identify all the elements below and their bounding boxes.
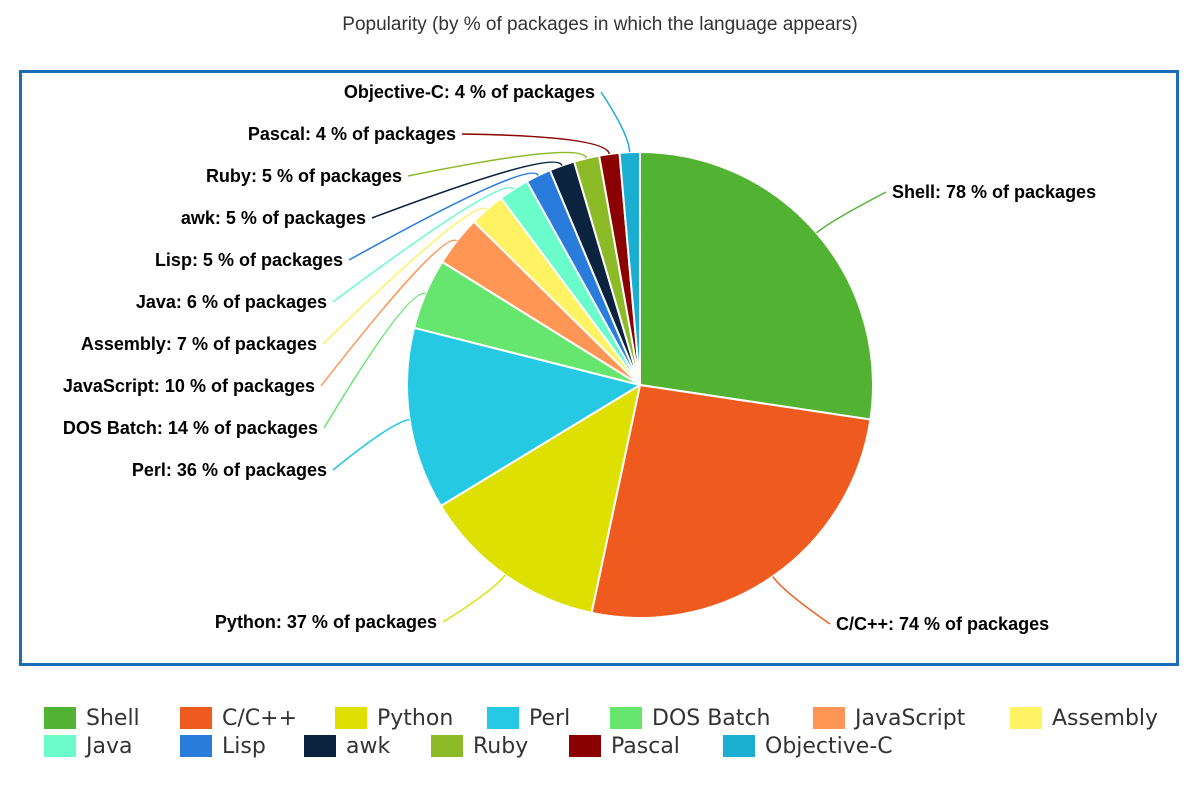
legend-item[interactable]: Perl: [487, 704, 570, 732]
legend-item[interactable]: Objective-C: [723, 732, 893, 760]
legend-swatch: [44, 707, 76, 729]
legend-swatch: [813, 707, 845, 729]
legend-swatch: [1010, 707, 1042, 729]
data-label: JavaScript: 10 % of packages: [63, 376, 315, 396]
legend-item[interactable]: C/C++: [180, 704, 297, 732]
legend-swatch: [180, 707, 212, 729]
legend-swatch: [431, 735, 463, 757]
legend-item[interactable]: DOS Batch: [610, 704, 770, 732]
legend-item[interactable]: awk: [304, 732, 390, 760]
connector-line: [442, 574, 506, 623]
legend-label: Pascal: [611, 733, 680, 759]
data-label: Perl: 36 % of packages: [132, 460, 327, 480]
legend-swatch: [723, 735, 755, 757]
data-label: Objective-C: 4 % of packages: [344, 82, 595, 102]
legend-item[interactable]: Ruby: [431, 732, 528, 760]
legend-item[interactable]: Python: [335, 704, 453, 732]
legend-swatch: [569, 735, 601, 757]
data-label: Java: 6 % of packages: [136, 292, 327, 312]
connector-line: [320, 239, 458, 387]
connector-line: [407, 151, 588, 177]
legend-label: Shell: [86, 705, 140, 731]
connector-line: [371, 161, 563, 219]
legend-swatch: [44, 735, 76, 757]
data-label: Lisp: 5 % of packages: [155, 250, 343, 270]
data-label: Pascal: 4 % of packages: [248, 124, 456, 144]
data-label: Python: 37 % of packages: [215, 612, 437, 632]
legend-label: Perl: [529, 705, 571, 731]
pie-slice-shell: [639, 150, 874, 421]
legend-label: Lisp: [222, 733, 266, 759]
connector-line: [323, 292, 426, 429]
legend-label: Java: [86, 733, 133, 759]
legend-label: DOS Batch: [652, 705, 771, 731]
legend-label: Python: [377, 705, 454, 731]
data-label: Ruby: 5 % of packages: [206, 166, 402, 186]
connector-line: [332, 186, 515, 303]
connector-line: [600, 91, 631, 153]
connector-line: [322, 207, 488, 345]
data-label: C/C++: 74 % of packages: [836, 614, 1049, 634]
legend-swatch: [487, 707, 519, 729]
legend-label: JavaScript: [855, 705, 966, 731]
legend-item[interactable]: JavaScript: [813, 704, 965, 732]
connector-line: [772, 576, 831, 625]
legend-item[interactable]: Assembly: [1010, 704, 1158, 732]
legend-label: Ruby: [473, 733, 529, 759]
legend-swatch: [180, 735, 212, 757]
legend-item[interactable]: Shell: [44, 704, 140, 732]
legend-item[interactable]: Lisp: [180, 732, 266, 760]
data-label: awk: 5 % of packages: [181, 208, 366, 228]
data-label: DOS Batch: 14 % of packages: [63, 418, 318, 438]
legend-label: C/C++: [222, 705, 298, 731]
legend-label: Assembly: [1052, 705, 1159, 731]
pie-slice-perl: [406, 326, 643, 508]
data-label: Assembly: 7 % of packages: [81, 334, 317, 354]
connector-line: [816, 191, 887, 234]
legend-item[interactable]: Java: [44, 732, 132, 760]
connector-line: [461, 133, 611, 155]
chart-title: Popularity (by % of packages in which th…: [342, 14, 858, 35]
legend-label: Objective-C: [765, 733, 893, 759]
legend-label: awk: [346, 733, 391, 759]
pie-slice-python: [439, 382, 642, 615]
pie-slice-c-c-: [590, 383, 872, 619]
legend-swatch: [304, 735, 336, 757]
legend-item[interactable]: Pascal: [569, 732, 680, 760]
connector-line: [332, 418, 410, 471]
data-label: Shell: 78 % of packages: [892, 182, 1096, 202]
chart-frame: [19, 70, 1179, 666]
legend-swatch: [335, 707, 367, 729]
legend-swatch: [610, 707, 642, 729]
pie-slice-objective-c: [618, 150, 641, 386]
connector-line: [348, 172, 539, 261]
